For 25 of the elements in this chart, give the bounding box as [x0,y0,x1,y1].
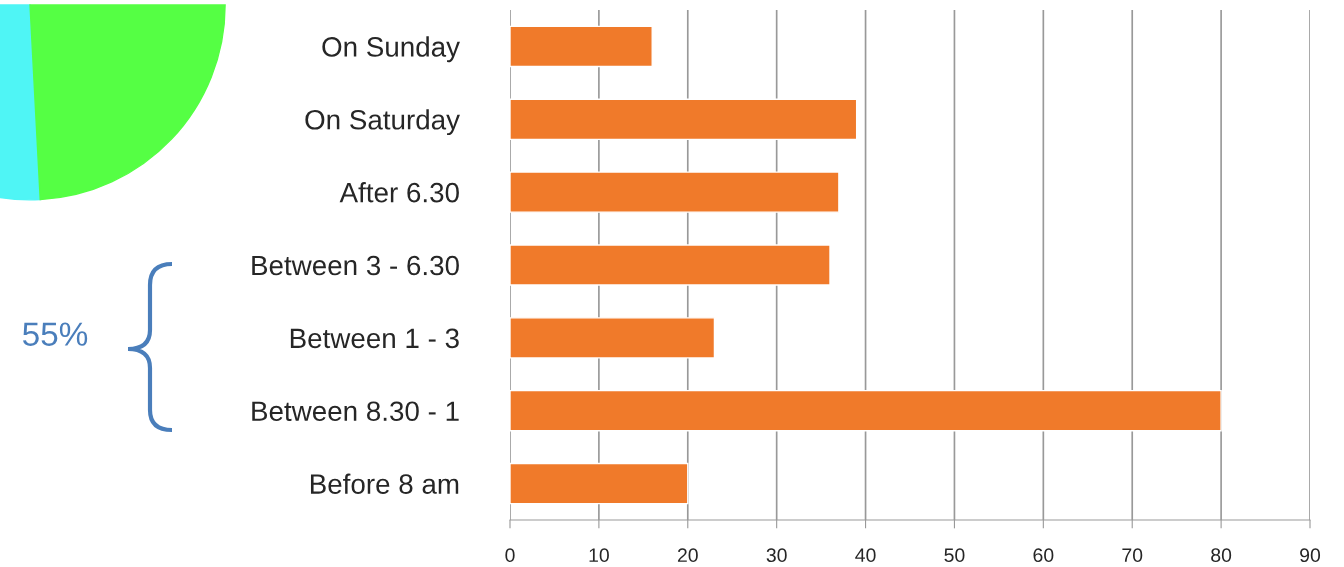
x-tick-label: 60 [1033,548,1054,563]
x-tick-label: 10 [589,548,609,563]
x-tick-label: 0 [505,548,515,563]
x-tick-label: 70 [1122,548,1143,563]
text: 55% [22,322,88,346]
x-tick-label: 20 [677,548,698,563]
y-tick-label: Between 8.30 - 1 [252,401,459,422]
y-tick-label: After 6.30 [339,182,459,203]
bar [510,25,653,68]
x-tick-label: 40 [855,548,876,563]
y-tick-label: On Saturday [305,109,460,136]
bar [510,317,716,359]
x-tick-label: 30 [766,548,787,563]
y-tick-label: Between 3 - 6.30 [252,255,459,276]
y-tick-label: Before 8 am [310,473,459,494]
x-tick-label: 90 [1300,548,1321,563]
bar [510,462,689,505]
bar [510,244,831,286]
y-tick-label: On Sunday [322,36,460,63]
bar [510,98,858,141]
bar [510,389,1222,432]
y-tick-label: Between 1 - 3 [290,328,459,349]
x-tick-label: 80 [1211,548,1232,563]
x-tick-label: 50 [944,548,965,563]
bar [510,171,840,213]
